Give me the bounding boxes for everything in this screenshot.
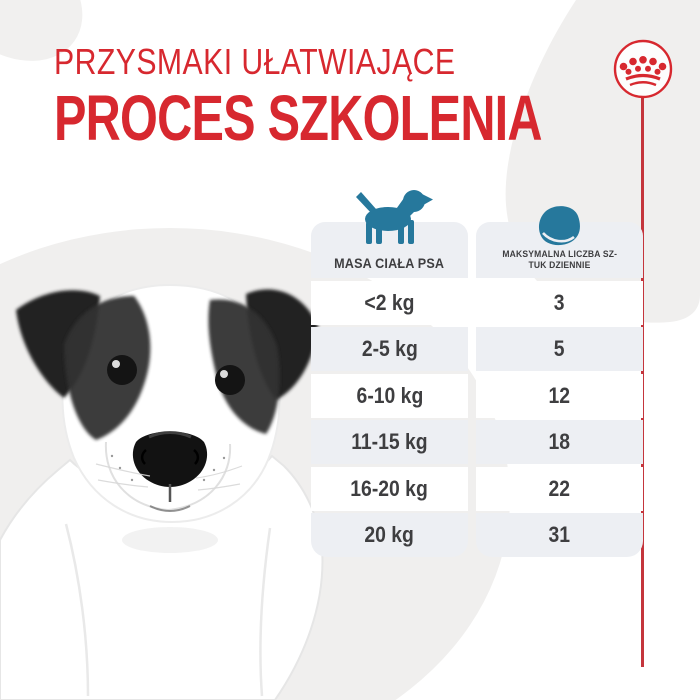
dog-photo	[0, 283, 324, 700]
column-header-weight: MASA CIAŁA PSA	[311, 222, 468, 278]
table-row: 6-10 kg	[311, 373, 468, 418]
column-header-pieces-label-line1: MAKSYMALNA LICZBA SZ-	[502, 249, 617, 260]
table-row: 18	[476, 420, 643, 464]
dog-icon	[356, 190, 433, 244]
table-row: <2 kg	[311, 280, 468, 325]
royal-canin-crown-icon	[613, 39, 673, 99]
table-row: 20 kg	[311, 513, 468, 557]
table-row: 3	[476, 280, 643, 325]
table-row: 16-20 kg	[311, 466, 468, 511]
table-row: 22	[476, 466, 643, 511]
table-column-pieces: MAKSYMALNA LICZBA SZ- TUK DZIENNIE 3 5 1…	[476, 222, 643, 557]
table-row: 5	[476, 327, 643, 371]
column-header-pieces-label-line2: TUK DZIENNIE	[528, 260, 591, 271]
dog-nose	[132, 431, 208, 487]
dog-eyes	[107, 355, 245, 395]
table-column-weight: MASA CIAŁA PSA <2 kg 2-5 kg 6-10 kg 11-1…	[311, 222, 468, 557]
title-line-2: PROCES SZKOLENIA	[54, 82, 543, 154]
title-line-1: PRZYSMAKI UŁATWIAJĄCE	[54, 41, 456, 82]
kibble-treat-icon	[538, 206, 580, 246]
table-row: 12	[476, 373, 643, 418]
table-row: 11-15 kg	[311, 420, 468, 464]
page-title: PRZYSMAKI UŁATWIAJĄCE PROCES SZKOLENIA	[54, 41, 696, 154]
table-row: 31	[476, 513, 643, 557]
column-header-weight-label: MASA CIAŁA PSA	[334, 255, 445, 271]
table-row: 2-5 kg	[311, 327, 468, 371]
